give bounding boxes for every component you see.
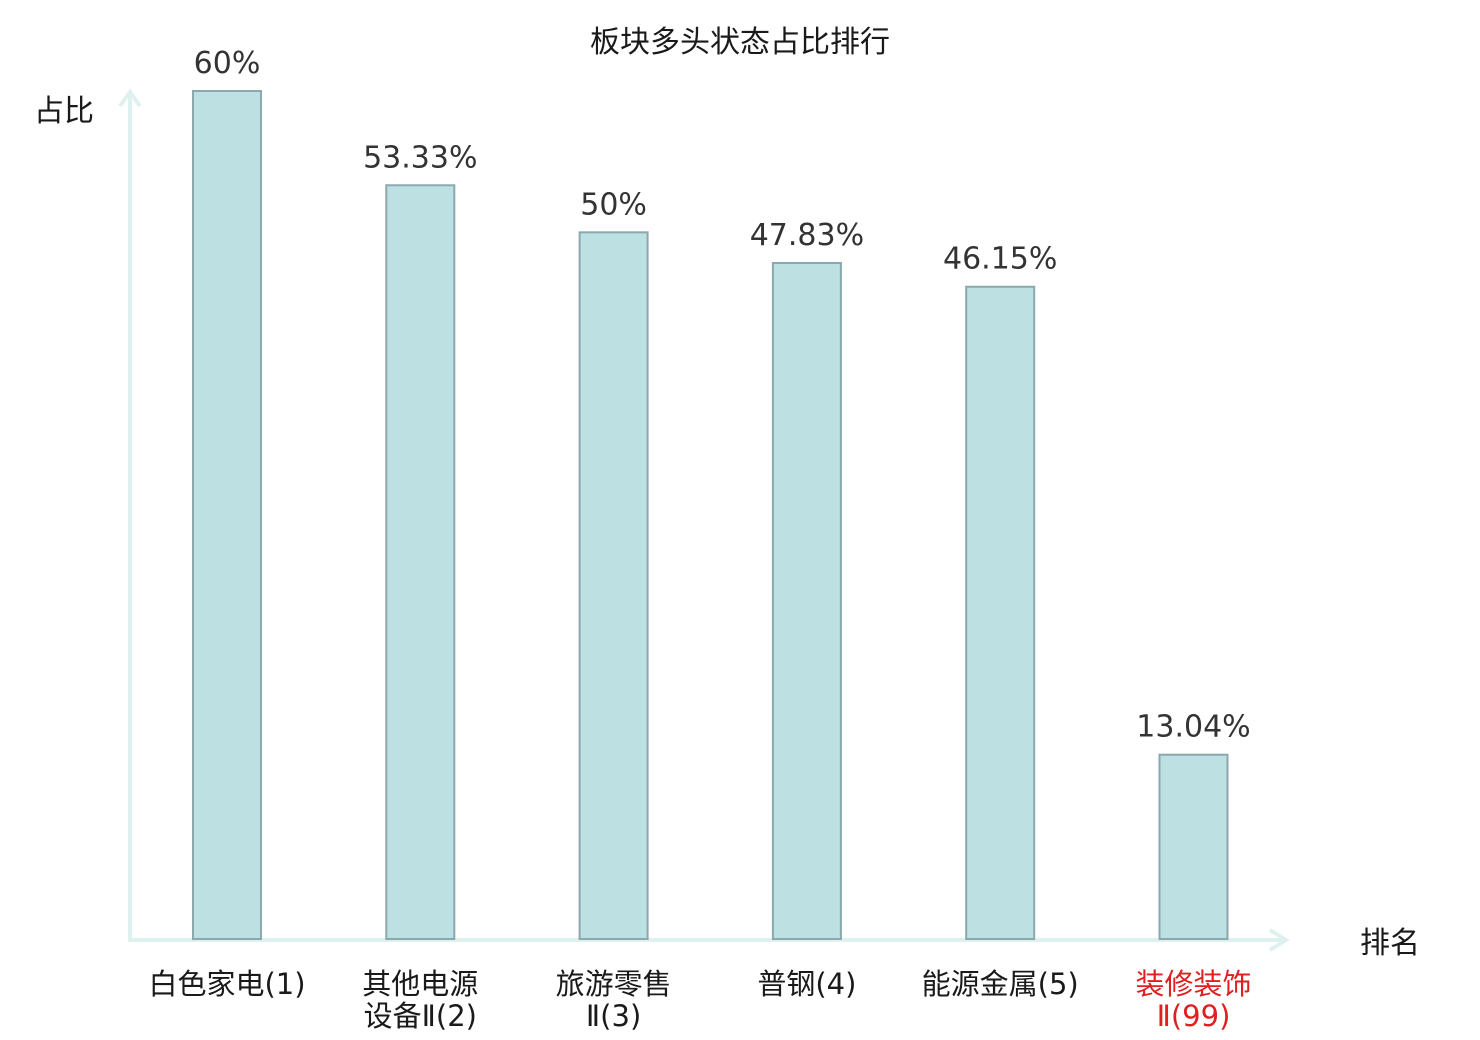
category-label-2-line-1: 其他电源 [362, 967, 478, 1001]
bar-5 [965, 285, 1036, 941]
category-label-1-line-1: 白色家电(1) [148, 967, 305, 1001]
value-label-1: 60% [194, 46, 261, 81]
x-axis-label: 排名 [1360, 926, 1420, 961]
value-label-5: 46.15% [943, 242, 1057, 277]
value-label-2: 53.33% [363, 140, 477, 175]
category-label-5-line-1: 能源金属(5) [922, 967, 1079, 1001]
y-axis-arrow [118, 88, 142, 108]
bar-2 [385, 184, 456, 940]
chart-title: 板块多头状态占比排行 [590, 25, 890, 60]
category-label-4-line-1: 普钢(4) [757, 967, 856, 1001]
y-axis-label: 占比 [34, 94, 94, 129]
bar-4 [771, 262, 842, 940]
x-axis-arrow [1268, 928, 1290, 952]
category-label-3-line-2: Ⅱ(3) [586, 999, 641, 1033]
category-label-6-line-1: 装修装饰 [1135, 967, 1251, 1001]
bar-1 [192, 90, 262, 940]
category-label-6-line-2: Ⅱ(99) [1157, 999, 1231, 1033]
value-label-3: 50% [580, 187, 647, 222]
category-label-2-line-2: 设备Ⅱ(2) [364, 999, 477, 1033]
value-label-6: 13.04% [1136, 710, 1250, 745]
category-label-3-line-1: 旅游零售 [556, 967, 672, 1001]
bar-6 [1158, 753, 1229, 941]
bar-3 [578, 231, 649, 941]
value-label-4: 47.83% [750, 218, 864, 253]
